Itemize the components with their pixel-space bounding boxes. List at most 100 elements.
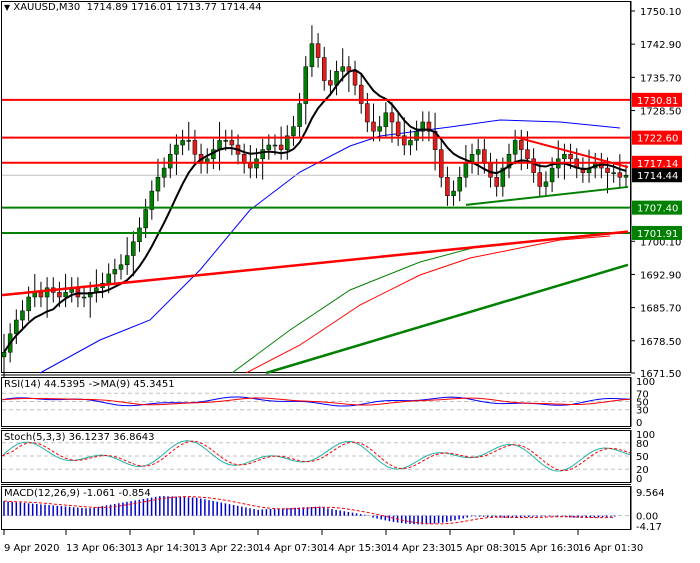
bullish-candle[interactable] bbox=[44, 287, 50, 298]
bearish-candle[interactable] bbox=[525, 149, 530, 160]
bearish-candle[interactable] bbox=[371, 121, 376, 132]
bullish-candle[interactable] bbox=[414, 130, 419, 141]
bullish-candle[interactable] bbox=[223, 140, 228, 142]
price-axis[interactable]: 1750.10 1742.90 1735.70 1728.50 1700.10 1692.… bbox=[630, 1, 682, 530]
bullish-candle[interactable] bbox=[124, 255, 130, 266]
bearish-candle[interactable] bbox=[519, 140, 524, 150]
bullish-candle[interactable] bbox=[161, 167, 167, 178]
bullish-candle[interactable] bbox=[420, 121, 426, 132]
bullish-candle[interactable] bbox=[149, 190, 155, 210]
bullish-candle[interactable] bbox=[611, 172, 616, 174]
bearish-candle[interactable] bbox=[531, 158, 536, 173]
bearish-candle[interactable] bbox=[38, 292, 44, 298]
bearish-candle[interactable] bbox=[605, 167, 610, 173]
bullish-candle[interactable] bbox=[180, 140, 185, 146]
resistance-2-price-tag[interactable] bbox=[632, 130, 682, 145]
bullish-candle[interactable] bbox=[303, 66, 309, 104]
bearish-candle[interactable] bbox=[192, 140, 198, 155]
bullish-candle[interactable] bbox=[457, 177, 462, 192]
bearish-candle[interactable] bbox=[75, 287, 81, 298]
bearish-candle[interactable] bbox=[248, 163, 253, 169]
bullish-candle[interactable] bbox=[549, 167, 555, 183]
macd-pane[interactable]: 9.564 0.00-4.17 bbox=[2, 488, 665, 533]
bearish-candle[interactable] bbox=[352, 71, 358, 86]
bullish-candle[interactable] bbox=[26, 296, 31, 312]
bearish-candle[interactable] bbox=[568, 153, 573, 160]
bullish-candle[interactable] bbox=[506, 153, 512, 169]
bullish-candle[interactable] bbox=[155, 177, 161, 192]
bullish-candle[interactable] bbox=[309, 43, 315, 67]
bullish-candle[interactable] bbox=[174, 144, 179, 155]
bearish-candle[interactable] bbox=[445, 177, 450, 196]
current-price-price-tag[interactable] bbox=[632, 168, 682, 183]
bullish-candle[interactable] bbox=[137, 227, 142, 242]
long-green-trendline[interactable] bbox=[265, 263, 629, 375]
descending-trendline[interactable] bbox=[515, 136, 629, 169]
bearish-candle[interactable] bbox=[358, 84, 364, 104]
bullish-candle[interactable] bbox=[81, 296, 87, 299]
bullish-candle[interactable] bbox=[377, 126, 382, 132]
bullish-candle[interactable] bbox=[143, 209, 148, 229]
bearish-candle[interactable] bbox=[321, 57, 327, 81]
ohlc-values: 1714.89 1716.01 1713.77 1714.44 bbox=[86, 2, 262, 13]
bullish-candle[interactable] bbox=[217, 140, 222, 150]
bullish-candle[interactable] bbox=[131, 241, 136, 256]
time-tick-label: 15 Apr 08:30 bbox=[450, 543, 515, 554]
bearish-candle[interactable] bbox=[328, 80, 333, 86]
bullish-candle[interactable] bbox=[623, 174, 629, 178]
bearish-candle[interactable] bbox=[365, 103, 370, 123]
bullish-candle[interactable] bbox=[186, 140, 192, 142]
bearish-candle[interactable] bbox=[494, 177, 499, 187]
bullish-candle[interactable] bbox=[168, 153, 173, 169]
bearish-candle[interactable] bbox=[617, 172, 623, 178]
ascending-support-trendline[interactable] bbox=[465, 185, 629, 206]
bearish-candle[interactable] bbox=[229, 140, 235, 146]
bullish-candle[interactable] bbox=[408, 140, 413, 146]
resistance-3-price-tag[interactable] bbox=[632, 155, 682, 170]
bullish-candle[interactable] bbox=[291, 126, 296, 137]
bullish-candle[interactable] bbox=[500, 167, 506, 187]
collapse-triangle-icon[interactable]: ▼ bbox=[4, 3, 11, 12]
bullish-candle[interactable] bbox=[463, 163, 469, 178]
resistance-1-price-tag[interactable] bbox=[632, 92, 682, 107]
price-pane[interactable] bbox=[1, 25, 630, 378]
bearish-candle[interactable] bbox=[537, 172, 543, 187]
bullish-candle[interactable] bbox=[543, 181, 549, 187]
bullish-candle[interactable] bbox=[285, 135, 290, 150]
bullish-candle[interactable] bbox=[383, 112, 389, 127]
bullish-candle[interactable] bbox=[20, 310, 25, 321]
bearish-candle[interactable] bbox=[315, 43, 321, 58]
bearish-candle[interactable] bbox=[389, 112, 395, 123]
price-tick-label: 1742.90 bbox=[640, 40, 681, 51]
bullish-candle[interactable] bbox=[297, 103, 302, 127]
bearish-candle[interactable] bbox=[57, 292, 62, 298]
bullish-candle[interactable] bbox=[112, 269, 118, 275]
bearish-candle[interactable] bbox=[402, 135, 407, 146]
bullish-candle[interactable] bbox=[63, 292, 68, 298]
bullish-candle[interactable] bbox=[1, 352, 7, 358]
bullish-candle[interactable] bbox=[562, 153, 567, 160]
bullish-candle[interactable] bbox=[87, 292, 93, 298]
bearish-candle[interactable] bbox=[395, 121, 401, 137]
bullish-candle[interactable] bbox=[475, 149, 481, 155]
bullish-candle[interactable] bbox=[260, 149, 265, 160]
price-tick-label: 1685.70 bbox=[640, 304, 681, 315]
rsi-ma-line bbox=[1, 397, 631, 406]
bullish-candle[interactable] bbox=[512, 140, 518, 155]
bullish-candle[interactable] bbox=[14, 319, 19, 335]
bullish-candle[interactable] bbox=[272, 144, 278, 147]
bullish-candle[interactable] bbox=[340, 66, 345, 72]
support-1-price-tag[interactable] bbox=[632, 200, 682, 215]
support-2-price-tag[interactable] bbox=[632, 225, 682, 240]
bullish-candle[interactable] bbox=[118, 264, 124, 270]
bullish-candle[interactable] bbox=[266, 144, 272, 150]
bearish-candle[interactable] bbox=[426, 121, 432, 132]
long-red-trendline[interactable] bbox=[1, 230, 629, 297]
bearish-candle[interactable] bbox=[278, 144, 284, 150]
bullish-candle[interactable] bbox=[451, 190, 456, 196]
bullish-candle[interactable] bbox=[106, 273, 111, 284]
bearish-candle[interactable] bbox=[482, 149, 487, 164]
